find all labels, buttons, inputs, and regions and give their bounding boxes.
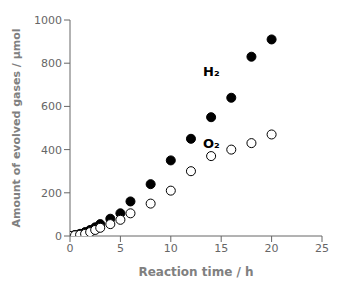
svg-text:Reaction time / h: Reaction time / h xyxy=(138,265,253,279)
svg-text:600: 600 xyxy=(41,100,62,113)
svg-text:10: 10 xyxy=(164,242,178,255)
svg-text:0: 0 xyxy=(67,242,74,255)
svg-text:800: 800 xyxy=(41,57,62,70)
svg-text:1000: 1000 xyxy=(34,14,62,27)
svg-text:5: 5 xyxy=(117,242,124,255)
svg-text:H₂: H₂ xyxy=(203,64,220,79)
svg-text:15: 15 xyxy=(214,242,228,255)
svg-text:200: 200 xyxy=(41,187,62,200)
svg-text:20: 20 xyxy=(265,242,279,255)
svg-text:400: 400 xyxy=(41,144,62,157)
svg-text:0: 0 xyxy=(55,230,62,243)
svg-text:O₂: O₂ xyxy=(203,136,220,151)
svg-text:Amount of evolved gases / μmol: Amount of evolved gases / μmol xyxy=(10,28,23,227)
svg-text:25: 25 xyxy=(315,242,329,255)
